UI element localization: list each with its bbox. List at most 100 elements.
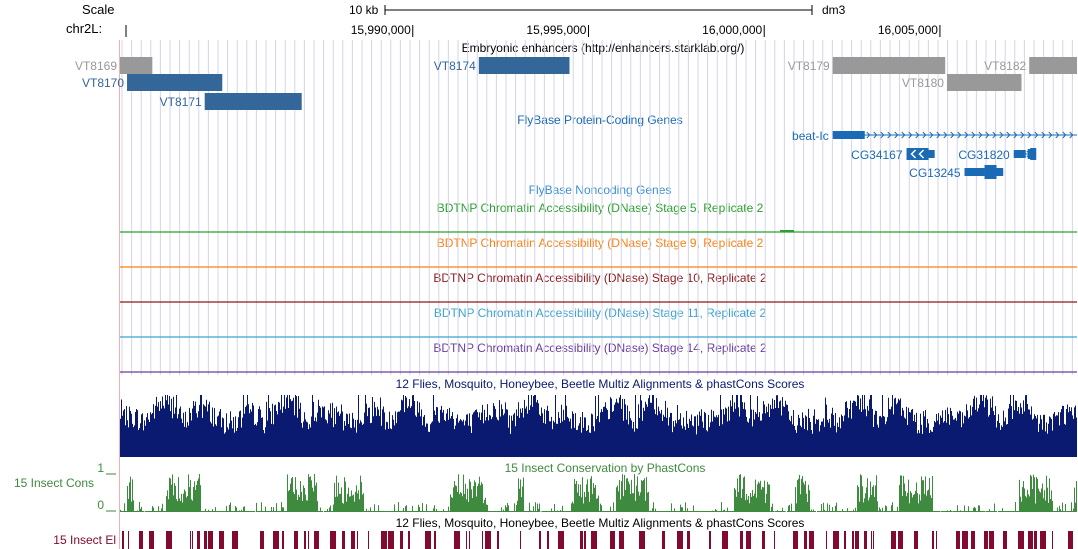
- side-label-phastcons[interactable]: 15 Insect Cons: [13, 476, 94, 490]
- conserved-element: [580, 531, 583, 549]
- conserved-element: [722, 531, 728, 549]
- scale-bar-label: 10 kb: [349, 3, 379, 17]
- track-title-dnase-stage5[interactable]: BDTNP Chromatin Accessibility (DNase) St…: [436, 201, 764, 215]
- conserved-element: [558, 531, 564, 549]
- enhancer-feature: [478, 57, 570, 74]
- exon-block: [832, 131, 865, 139]
- conserved-element: [282, 531, 284, 549]
- conserved-element: [584, 531, 586, 549]
- enhancer-feature: [127, 74, 223, 91]
- conserved-element: [740, 531, 743, 549]
- enhancer-feature: [120, 57, 153, 74]
- gene-label: CG31820: [958, 148, 1010, 162]
- conserved-element: [891, 531, 896, 549]
- strand-arrow: [1020, 131, 1025, 139]
- strand-arrow: [985, 131, 990, 139]
- conserved-element: [746, 531, 751, 549]
- conserved-element: [809, 531, 814, 549]
- strand-arrow: [1006, 131, 1011, 139]
- strand-arrow: [999, 131, 1004, 139]
- conserved-element: [166, 531, 172, 549]
- coordinate-ruler: 15,990,000 15,995,000 16,000,000 16,005,000: [125, 5, 941, 37]
- conserved-element: [677, 531, 683, 549]
- conserved-element: [855, 531, 859, 549]
- conserved-element: [381, 531, 387, 549]
- strand-arrow: [866, 131, 871, 139]
- strand-arrow: [1069, 131, 1074, 139]
- strand-arrow: [971, 131, 976, 139]
- exon-block: [928, 150, 935, 158]
- conserved-elements: [122, 531, 1073, 549]
- conserved-element: [852, 531, 854, 549]
- strand-arrow: [1034, 131, 1039, 139]
- conserved-element: [619, 531, 624, 549]
- track-title-dnase-stage10[interactable]: BDTNP Chromatin Accessibility (DNase) St…: [433, 271, 767, 285]
- conserved-element: [122, 531, 124, 549]
- strand-arrow: [978, 131, 983, 139]
- conserved-element: [204, 531, 207, 549]
- conserved-element: [687, 531, 690, 549]
- exon-block: [1013, 150, 1026, 158]
- strand-arrow: [918, 149, 925, 159]
- conserved-element: [1052, 531, 1053, 549]
- strand-arrow: [943, 131, 948, 139]
- strand-arrow: [887, 131, 892, 139]
- conserved-element: [308, 531, 309, 549]
- conserved-element: [962, 531, 968, 549]
- strand-arrow: [910, 149, 917, 159]
- conserved-element: [984, 531, 988, 549]
- track-title-protein-coding[interactable]: FlyBase Protein-Coding Genes: [517, 113, 683, 127]
- track-title-dnase-stage11[interactable]: BDTNP Chromatin Accessibility (DNase) St…: [433, 306, 767, 320]
- conserved-element: [1018, 531, 1024, 549]
- conserved-element: [330, 531, 336, 549]
- conserved-element: [804, 531, 807, 549]
- enhancer-label: VT8182: [984, 59, 1026, 73]
- gene-label: beat-Ic: [792, 129, 829, 143]
- conserved-element: [260, 531, 264, 549]
- conserved-element: [547, 531, 549, 549]
- conserved-element: [368, 531, 369, 549]
- enhancer-features[interactable]: VT8169 VT8170 VT8171 VT8174 VT8179 VT8180 VT81…: [75, 57, 1077, 110]
- enhancer-feature: [946, 74, 1022, 91]
- conserved-element: [139, 531, 143, 549]
- conserved-element: [932, 531, 934, 549]
- track-title-dnase-stage9[interactable]: BDTNP Chromatin Accessibility (DNase) St…: [436, 236, 764, 250]
- track-title-elements[interactable]: 12 Flies, Mosquito, Honeybee, Beetle Mul…: [395, 516, 805, 530]
- conserved-element: [485, 531, 491, 549]
- phastcons-axis-max: 1: [97, 461, 104, 475]
- conserved-element: [497, 531, 499, 549]
- conserved-element: [190, 531, 191, 549]
- conserved-element: [762, 531, 765, 549]
- strand-arrow: [894, 131, 899, 139]
- conserved-element: [1068, 531, 1073, 549]
- track-title-phastcons[interactable]: 15 Insect Conservation by PhastCons: [504, 461, 706, 475]
- strand-arrow: [936, 131, 941, 139]
- side-label-elements[interactable]: 15 Insect El: [53, 533, 116, 547]
- gene-features[interactable]: beat-Ic CG34167 CG31820 CG13245: [792, 129, 1077, 180]
- conserved-element: [388, 531, 394, 549]
- strand-arrow: [922, 131, 927, 139]
- conserved-element: [662, 531, 665, 549]
- strand-arrow: [1048, 131, 1053, 139]
- track-title-multiz[interactable]: 12 Flies, Mosquito, Honeybee, Beetle Mul…: [395, 377, 805, 391]
- enhancer-label: VT8174: [434, 59, 476, 73]
- multiz-bars: [120, 395, 1077, 457]
- conserved-element: [434, 531, 436, 549]
- conserved-element: [342, 531, 345, 549]
- gene-label: CG34167: [851, 148, 903, 162]
- phastcons-axis-min: 0: [97, 498, 104, 512]
- conserved-element: [454, 531, 460, 549]
- track-title-dnase-stage14[interactable]: BDTNP Chromatin Accessibility (DNase) St…: [433, 341, 767, 355]
- conserved-element: [610, 531, 615, 549]
- conserved-element: [425, 531, 431, 549]
- track-title-enhancers[interactable]: Embryonic enhancers (http://enhancers.st…: [461, 41, 745, 55]
- chrom-label: chr2L:: [66, 21, 103, 36]
- strand-arrow: [1027, 131, 1032, 139]
- conserved-element: [520, 531, 521, 549]
- strand-arrow: [1041, 131, 1046, 139]
- track-title-noncoding[interactable]: FlyBase Noncoding Genes: [528, 183, 672, 197]
- assembly-label: dm3: [822, 3, 846, 17]
- conserved-element: [1028, 531, 1033, 549]
